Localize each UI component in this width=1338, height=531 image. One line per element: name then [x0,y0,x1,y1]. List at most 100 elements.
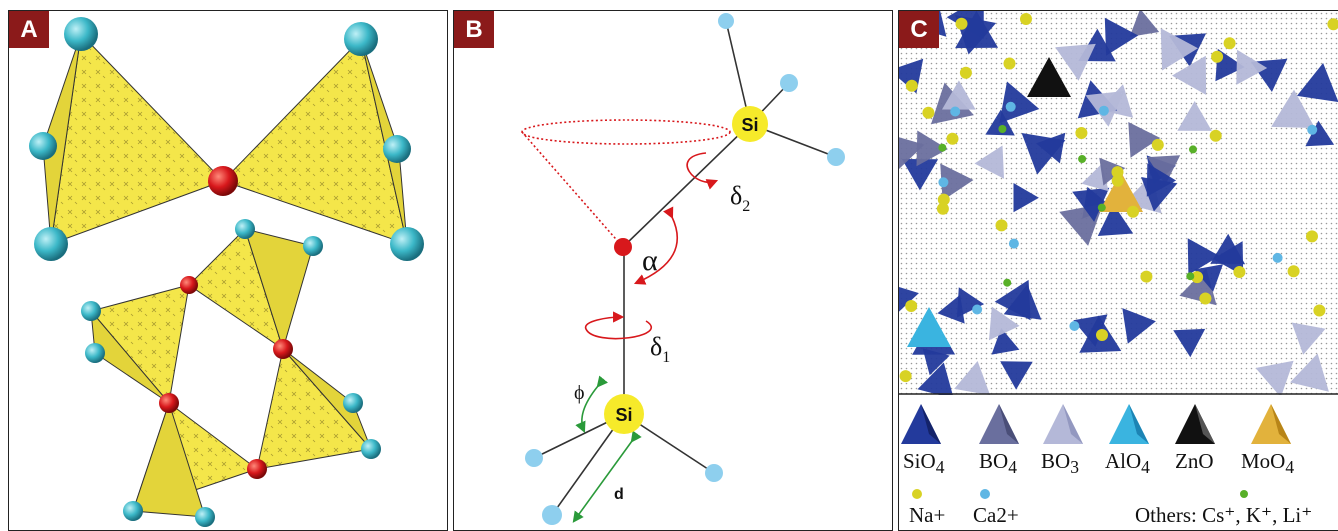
network-tetrahedron [1141,177,1178,212]
modifier-ion [972,304,983,315]
modifier-ion [1020,13,1032,25]
legend-moo4-label: MoO4 [1241,449,1295,478]
corner-sharing-tetrahedra-pair [29,17,424,261]
network-tetrahedron [1072,187,1110,222]
network-tetrahedron [1122,308,1156,344]
panel-a: A [8,10,448,531]
network-tetrahedron [985,109,1015,136]
legend-bo3-label: BO3 [1041,449,1079,478]
network-tetrahedron [991,328,1020,355]
legend-others-label: Others: Cs⁺, K⁺, Li⁺ [1135,503,1313,527]
network-tetrahedron [994,279,1031,321]
modifier-ion [1189,145,1197,154]
alpha-arc [633,206,678,285]
modifier-ion [1140,270,1153,283]
panel-c-glass-network-illustration [899,11,1338,530]
modifier-ion [922,106,935,119]
network-tetrahedron [901,159,939,191]
modifier-ion [946,132,959,145]
modifier-ion [1233,266,1246,278]
legend-bo4-label: BO4 [979,449,1017,478]
modifier-ion [1327,18,1338,31]
network-tetrahedron [1236,49,1268,85]
network-tetrahedron [899,287,919,312]
network-tetrahedron [1128,122,1161,158]
legend-ca-label: Ca2+ [973,503,1019,527]
network-tetrahedron-special [1099,172,1143,212]
modifier-ion [1111,174,1124,187]
network-tetrahedron [1194,264,1223,292]
modifier-ion [998,125,1007,133]
network-tetrahedron [1177,101,1212,131]
si-top-label: Si [741,115,758,135]
network-tetrahedron [956,287,985,318]
network-tetrahedron [1021,133,1066,175]
legend-sio4-label: SiO4 [903,449,945,478]
legend-na-label: Na+ [909,503,946,527]
modifier-ion [937,193,950,206]
modifier-ion [1127,205,1139,218]
panel-a-illustration [29,17,424,527]
network-tetrahedron [1055,43,1096,81]
panel-b: B [453,10,893,531]
four-membered-ring [81,219,381,527]
modifier-ion [1287,265,1300,278]
network-tetrahedron [1173,328,1206,358]
network-tetrahedron [1147,155,1181,185]
silicon-atom-top [732,106,768,142]
modifier-ion [1097,203,1106,212]
d-label: d [614,486,624,503]
modifier-ion [936,202,949,215]
network-tetrahedron [1000,361,1033,390]
modifier-ion [1307,124,1318,135]
silicon-atom-bottom [604,394,644,434]
network-tetrahedra [899,11,1338,399]
network-tetrahedron [937,294,965,324]
modifier-ion [1191,271,1204,284]
modifier-ion [1211,50,1224,63]
network-tetrahedron [1187,238,1220,275]
network-tetrahedron [917,362,954,399]
legend-sio4-icon [901,404,941,444]
network-tetrahedron [1129,11,1160,37]
modifier-ion [1078,155,1087,163]
modifier-ion [1199,292,1212,305]
modifier-ion [1313,304,1326,317]
modifier-ion [1075,127,1088,139]
network-tetrahedron [1296,63,1338,103]
network-tetrahedron [1271,89,1315,128]
network-tetrahedron [974,145,1004,179]
bonds [533,20,837,516]
alpha-label: α [642,244,658,277]
network-tetrahedron [1097,204,1134,236]
network-tetrahedron [916,130,948,167]
modifier-ion [905,79,918,92]
modifier-ion [1209,129,1222,142]
phi-arc [575,375,609,434]
legend-na-icon [912,489,922,499]
legend-zno-label: ZnO [1175,449,1214,473]
modifier-ion [950,106,961,117]
modifier-ions [899,13,1338,383]
modifier-ion [1003,57,1016,70]
network-tetrahedron [1160,28,1198,71]
legend-bo3-icon [1043,404,1083,444]
modifier-ion [938,143,947,152]
legend-alo4-label: AlO4 [1105,449,1150,478]
modifier-ion [959,66,972,79]
legend-moo4-icon [1251,404,1291,444]
network-tetrahedron [1255,360,1294,398]
network-tetrahedron [1210,233,1246,265]
legend-ca-icon [980,489,990,499]
legend-others-icon [1240,490,1248,498]
network-tetrahedron [1291,322,1326,355]
legend-bo4-icon [979,404,1019,444]
modifier-ion [955,17,968,30]
modifier-ion [1151,138,1164,151]
network-tetrahedron-special [907,307,951,347]
modifier-ion [905,300,918,312]
oxygen-atoms [525,13,845,525]
modifier-ion [1005,101,1016,112]
modifier-ion [899,370,912,383]
network-tetrahedron [942,80,976,110]
